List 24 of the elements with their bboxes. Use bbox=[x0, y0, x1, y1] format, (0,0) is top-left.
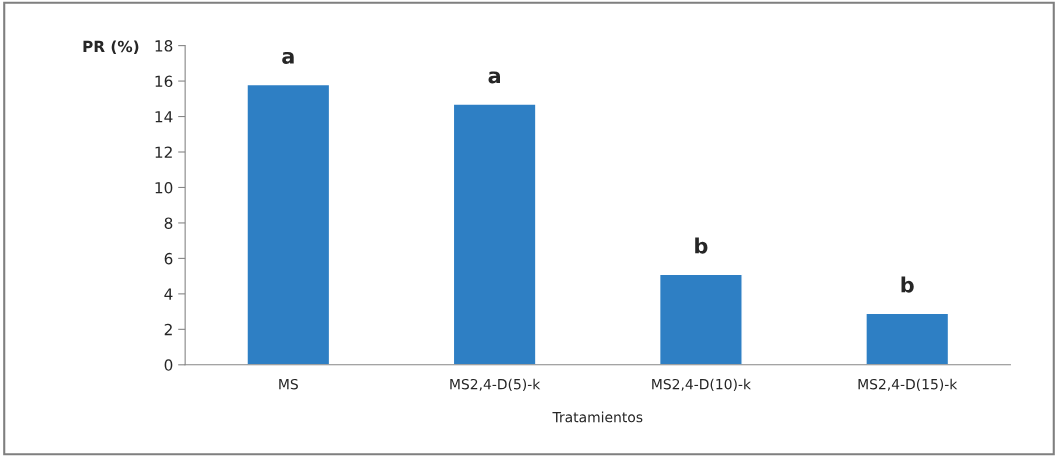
bar bbox=[658, 273, 743, 365]
bar bbox=[246, 83, 331, 365]
x-tick-label: MS2,4-D(10)-k bbox=[652, 378, 751, 392]
y-tick-label: 4 bbox=[164, 288, 173, 300]
annotation: b bbox=[695, 237, 708, 254]
y-tick-label: 10 bbox=[155, 181, 173, 194]
annotation: a bbox=[488, 71, 501, 84]
y-tick-label: 2 bbox=[164, 323, 172, 336]
y-tick-label: 16 bbox=[155, 75, 173, 88]
annotation: a bbox=[282, 51, 294, 64]
bar bbox=[452, 103, 537, 365]
x-axis-title: Tratamientos bbox=[552, 411, 643, 423]
y-tick-label: 14 bbox=[155, 111, 173, 123]
y-tick-label: 8 bbox=[164, 217, 173, 229]
x-tick-label: MS2,4-D(5)-k bbox=[450, 378, 541, 392]
annotation: b bbox=[901, 276, 914, 293]
x-tick-label: MS2,4-D(15)-k bbox=[858, 378, 958, 392]
bar bbox=[865, 312, 950, 365]
y-tick-label: 6 bbox=[164, 252, 173, 265]
y-tick-label: 0 bbox=[164, 359, 173, 371]
y-axis-title: PR (%) bbox=[83, 40, 139, 55]
y-tick-label: 12 bbox=[155, 146, 172, 158]
y-tick-label: 18 bbox=[155, 40, 173, 52]
x-tick-label: MS bbox=[279, 378, 298, 390]
